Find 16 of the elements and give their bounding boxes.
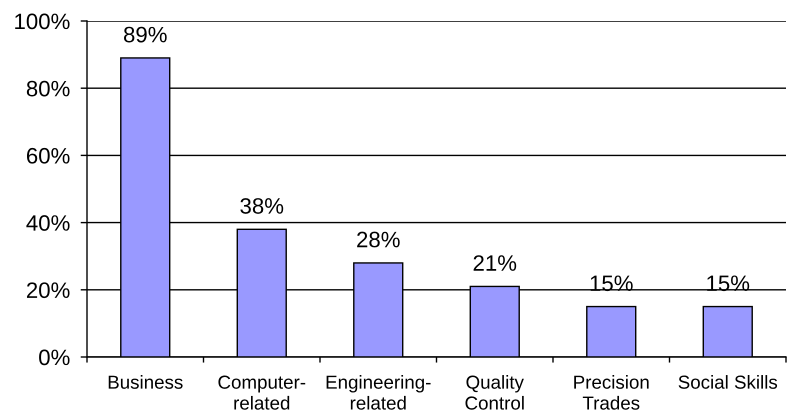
x-tick-label: Computer- related xyxy=(218,376,306,410)
x-tick-label: Social Skills xyxy=(678,375,778,389)
data-label: 38% xyxy=(240,198,284,214)
y-tick-label: 60% xyxy=(26,148,70,164)
y-tick-label: 80% xyxy=(26,80,70,96)
x-tick-label: Precision Trades xyxy=(574,375,649,410)
x-tick-label: Business xyxy=(108,375,183,389)
data-label: 21% xyxy=(474,255,516,271)
x-tick-label: Quality Control xyxy=(465,375,524,410)
data-label: 89% xyxy=(124,26,167,42)
data-label: 28% xyxy=(357,232,400,248)
y-tick-label: 20% xyxy=(26,282,70,298)
x-tick-label: Engineering- related xyxy=(326,375,431,410)
y-tick-label: 0% xyxy=(39,350,70,366)
y-tick-label: 100% xyxy=(15,14,70,30)
y-tick-label: 40% xyxy=(26,215,70,231)
